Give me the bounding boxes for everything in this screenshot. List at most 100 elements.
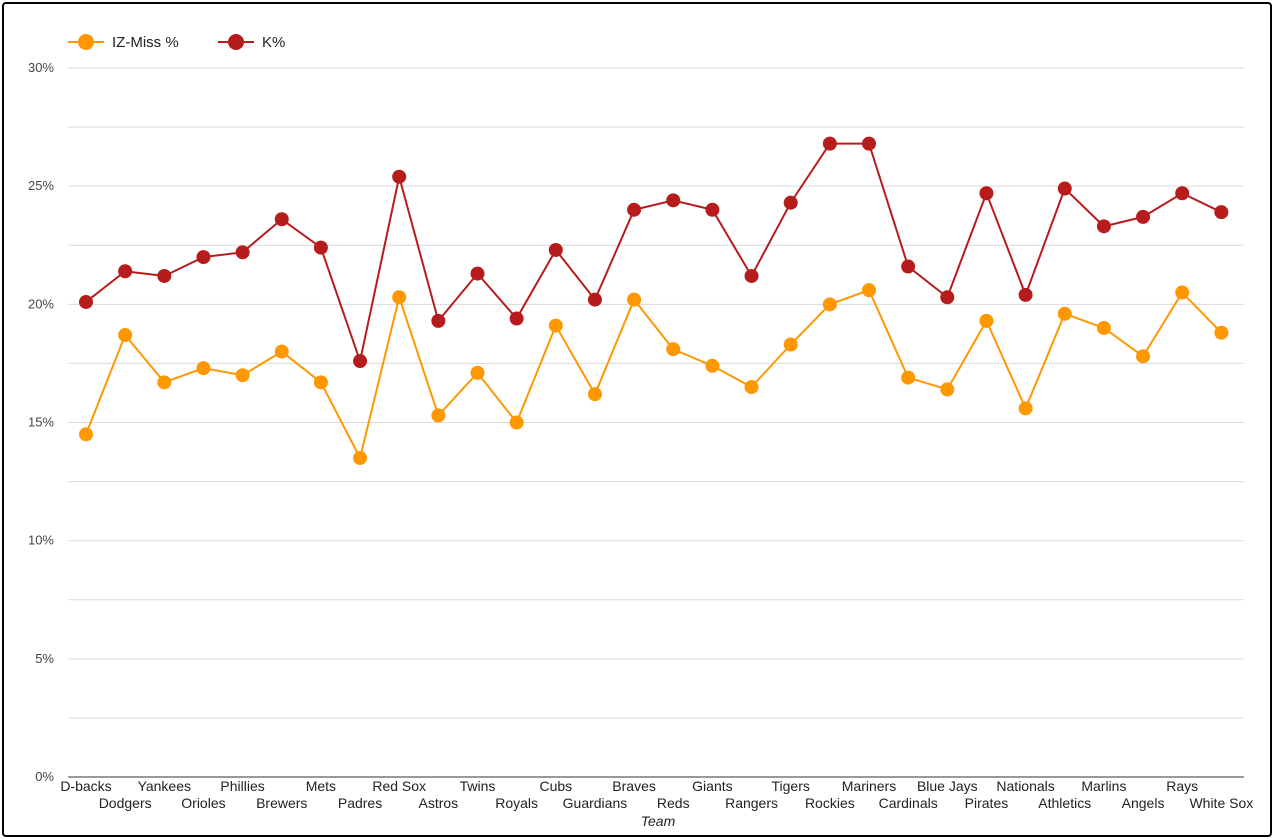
series-iz-miss [79,283,1229,465]
legend-label: IZ-Miss % [112,34,179,51]
data-point [783,337,798,352]
data-point [627,202,642,217]
x-tick-label: Mets [306,778,336,794]
data-point [940,382,955,397]
x-tick-label: Nationals [996,778,1054,794]
data-point [1136,349,1151,364]
line-chart: 0% 5% 10% 15% 20% 25% 30% D-backsDodgersYankee… [28,34,1253,829]
data-point [313,240,328,255]
data-point [705,358,720,373]
data-point [79,294,93,309]
x-tick-label: Royals [495,795,538,811]
data-point [548,242,563,257]
data-point [901,370,916,385]
y-tick-label: 20% [28,296,54,311]
x-tick-label: Twins [460,778,496,794]
x-tick-label: Padres [338,795,382,811]
data-point [1136,209,1151,224]
data-point [940,290,955,305]
data-point [274,212,289,227]
x-tick-label: Dodgers [99,795,152,811]
x-axis-label: Team [641,813,676,829]
legend-marker [228,34,244,50]
legend: IZ-Miss % K% [68,34,285,51]
y-tick-label: 25% [28,178,54,193]
series-k-pct [79,136,1229,369]
x-tick-label: Tigers [772,778,810,794]
x-tick-label: Rangers [725,795,778,811]
data-point [1057,181,1072,196]
data-point [783,195,798,210]
x-tick-label: Mariners [842,778,896,794]
data-point [431,408,446,423]
data-point [392,290,407,305]
legend-item: K% [218,34,285,51]
data-point [548,318,563,333]
series-line [85,288,1223,461]
data-point [1175,285,1190,300]
data-point [666,193,681,208]
x-tick-label: Braves [612,778,656,794]
data-point [196,361,211,376]
data-point [1214,325,1229,340]
data-point [235,245,250,260]
series-line [85,142,1222,365]
x-tick-label: Brewers [256,795,307,811]
data-point [1018,401,1033,416]
data-point [705,202,720,217]
data-point [744,268,759,283]
legend-item: IZ-Miss % [68,34,179,51]
data-point [1096,320,1111,335]
x-tick-label: Marlins [1081,778,1126,794]
y-tick-label: 30% [28,60,54,75]
x-tick-label: Pirates [965,795,1009,811]
x-tick-label: Reds [657,795,690,811]
gridlines [68,67,1244,719]
data-point [470,365,485,380]
x-tick-label: White Sox [1189,795,1253,811]
data-point [431,313,446,328]
y-tick-label: 10% [28,533,54,548]
data-point [196,250,211,265]
y-tick-label: 0% [35,769,54,784]
data-point [509,311,524,326]
x-axis-ticks: D-backsDodgersYankeesOriolesPhilliesBrew… [60,778,1253,811]
data-point [979,186,994,201]
data-point [627,292,642,307]
data-point [822,297,837,312]
data-point [862,136,876,151]
x-tick-label: Giants [692,778,732,794]
data-point [1096,219,1111,234]
data-point [1018,287,1033,302]
data-point [392,169,407,184]
data-point [822,136,837,151]
x-tick-label: Blue Jays [917,778,978,794]
x-tick-label: Athletics [1038,795,1091,811]
data-point [470,266,485,281]
data-point [862,283,876,298]
y-tick-label: 15% [28,415,54,430]
legend-label: K% [262,34,285,51]
x-tick-label: Orioles [181,795,225,811]
legend-marker [78,34,94,50]
y-tick-label: 5% [35,651,54,666]
data-point [235,368,250,383]
x-tick-label: Guardians [563,795,628,811]
data-point [979,313,994,328]
data-point [157,375,172,390]
data-point [587,387,602,402]
data-point [1214,205,1229,220]
x-tick-label: Cubs [539,778,572,794]
x-tick-label: Astros [419,795,459,811]
data-point [353,354,368,369]
x-tick-label: Red Sox [372,778,426,794]
data-point [353,450,368,465]
x-tick-label: Angels [1122,795,1165,811]
data-point [313,375,328,390]
data-point [666,342,681,357]
data-point [901,259,916,274]
x-tick-label: Rockies [805,795,855,811]
data-point [1175,186,1190,201]
series-group [79,136,1229,465]
